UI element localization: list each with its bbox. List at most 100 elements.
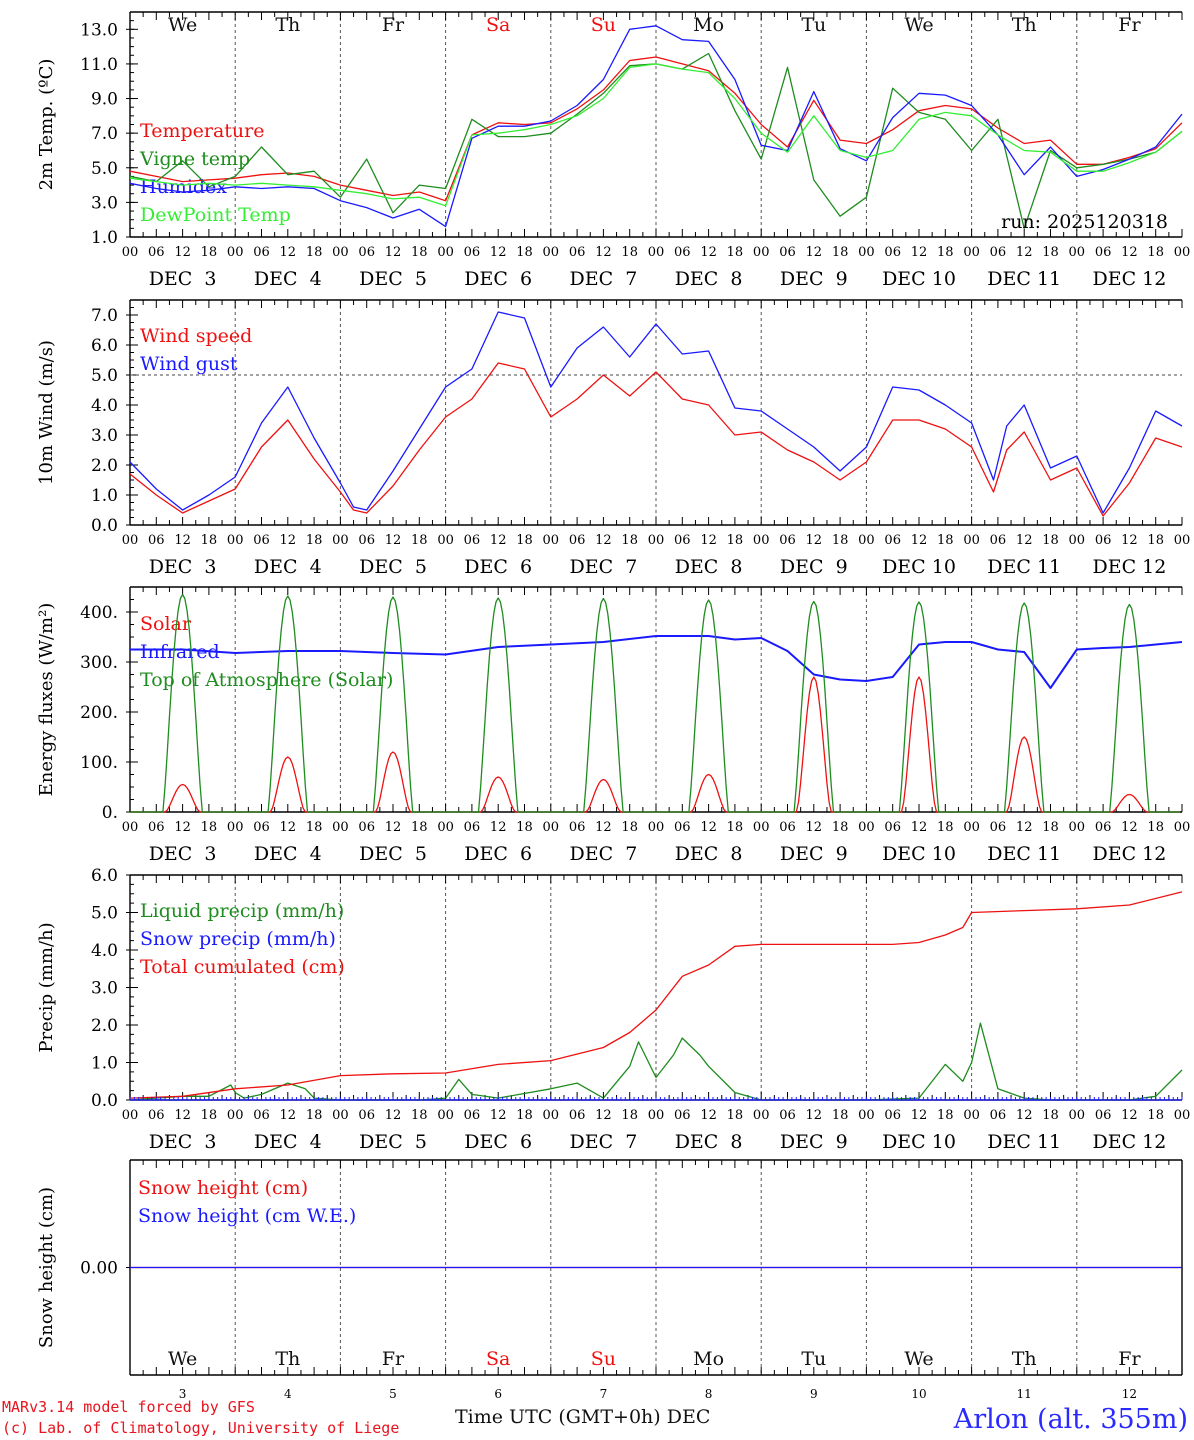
date-label: DEC 11 (987, 556, 1061, 578)
hour-label: 00 (437, 1108, 454, 1123)
legend-entry: Liquid precip (mm/h) (140, 900, 344, 922)
date-label: DEC 6 (464, 556, 532, 578)
hour-label: 06 (779, 245, 796, 260)
hour-label: 00 (437, 533, 454, 548)
hour-label: 18 (411, 245, 428, 260)
y-tick-label: 0.0 (91, 516, 118, 536)
date-label: DEC 10 (882, 843, 956, 865)
hour-label: 18 (937, 245, 954, 260)
hour-label: 06 (253, 1108, 270, 1123)
hour-label: 18 (832, 533, 849, 548)
hour-label: 12 (595, 533, 612, 548)
hour-label: 18 (727, 245, 744, 260)
hour-label: 18 (727, 533, 744, 548)
date-label: DEC 7 (569, 556, 637, 578)
day-name-label: Mo (693, 1348, 724, 1370)
hour-label: 12 (385, 820, 402, 835)
hour-label: 18 (1042, 533, 1059, 548)
day-number-label: 8 (705, 1387, 713, 1400)
model-credit: MARv3.14 model forced by GFS (2, 1398, 255, 1416)
date-label: DEC 5 (359, 843, 427, 865)
hour-label: 12 (1121, 1108, 1138, 1123)
hour-label: 00 (1069, 245, 1086, 260)
y-tick-label: 1.0 (91, 486, 118, 506)
run-label: run: 2025120318 (1001, 211, 1168, 233)
hour-label: 12 (806, 533, 823, 548)
day-name-label: Su (591, 14, 616, 36)
legend-entry: Vigne temp (139, 148, 250, 170)
hour-label: 00 (648, 533, 665, 548)
y-tick-label: 6.0 (91, 866, 118, 886)
hour-label: 06 (990, 533, 1007, 548)
hour-label: 12 (1016, 1108, 1033, 1123)
y-tick-label: 5.0 (91, 366, 118, 386)
date-label: DEC 12 (1092, 843, 1166, 865)
hour-label: 18 (1042, 245, 1059, 260)
date-label: DEC 9 (780, 268, 848, 290)
series-humidex (129, 25, 1183, 228)
hour-label: 00 (437, 820, 454, 835)
date-label: DEC 9 (780, 556, 848, 578)
y-tick-label: 4.0 (91, 396, 118, 416)
y-axis-title: 2m Temp. (ºC) (36, 59, 57, 191)
day-name-label: Tu (801, 1348, 826, 1370)
hour-label: 06 (358, 820, 375, 835)
hour-label: 00 (858, 1108, 875, 1123)
hour-label: 18 (516, 1108, 533, 1123)
hour-label: 00 (543, 533, 560, 548)
hour-label: 18 (621, 533, 638, 548)
date-label: DEC 3 (149, 556, 217, 578)
date-label: DEC 6 (464, 843, 532, 865)
hour-label: 12 (1016, 245, 1033, 260)
hour-label: 18 (306, 533, 323, 548)
hour-label: 00 (543, 820, 560, 835)
hour-label: 06 (990, 1108, 1007, 1123)
y-tick-label: 0.00 (80, 1259, 118, 1279)
day-name-label: We (168, 1348, 197, 1370)
day-name-label: Tu (801, 14, 826, 36)
hour-label: 18 (937, 820, 954, 835)
day-name-label: Mo (693, 14, 724, 36)
hour-label: 06 (569, 1108, 586, 1123)
hour-label: 18 (1147, 533, 1164, 548)
panel-snow: 0.00 Snow height (cm) Snow height (cm) Snow… (36, 1159, 1183, 1400)
hour-label: 12 (490, 245, 507, 260)
hour-label: 06 (464, 533, 481, 548)
date-label: DEC 11 (987, 843, 1061, 865)
hour-label: 18 (1147, 820, 1164, 835)
hour-label: 18 (516, 533, 533, 548)
hour-label: 12 (700, 533, 717, 548)
series-dewpoint-temp (129, 63, 1183, 207)
hour-label: 06 (884, 1108, 901, 1123)
date-label: DEC 8 (675, 268, 743, 290)
legend-entry: DewPoint Temp (140, 204, 291, 226)
hour-label: 00 (648, 245, 665, 260)
date-label: DEC 4 (254, 1131, 322, 1153)
hour-label: 12 (911, 1108, 928, 1123)
date-label: DEC 3 (149, 843, 217, 865)
hour-label: 00 (437, 245, 454, 260)
day-name-label: Sa (486, 1348, 510, 1370)
day-name-label: Su (591, 1348, 616, 1370)
hour-label: 18 (937, 533, 954, 548)
hour-label: 06 (358, 533, 375, 548)
date-label: DEC 4 (254, 556, 322, 578)
legend-entry: Temperature (140, 120, 264, 142)
day-number-label: 9 (810, 1387, 818, 1400)
y-tick-label: 11.0 (80, 55, 118, 75)
series-top-of-atmosphere-solar- (130, 593, 1180, 813)
hour-label: 06 (569, 245, 586, 260)
hour-label: 12 (174, 245, 191, 260)
hour-label: 18 (937, 1108, 954, 1123)
hour-label: 00 (858, 533, 875, 548)
hour-label: 18 (832, 245, 849, 260)
hour-label: 00 (122, 820, 139, 835)
y-tick-label: 3.0 (91, 426, 118, 446)
hour-label: 00 (1069, 820, 1086, 835)
hour-label: 00 (753, 1108, 770, 1123)
hour-label: 18 (516, 820, 533, 835)
hour-label: 12 (1121, 820, 1138, 835)
legend-entry: Top of Atmosphere (Solar) (140, 669, 393, 691)
hour-label: 06 (779, 1108, 796, 1123)
y-tick-label: 7.0 (91, 124, 118, 144)
